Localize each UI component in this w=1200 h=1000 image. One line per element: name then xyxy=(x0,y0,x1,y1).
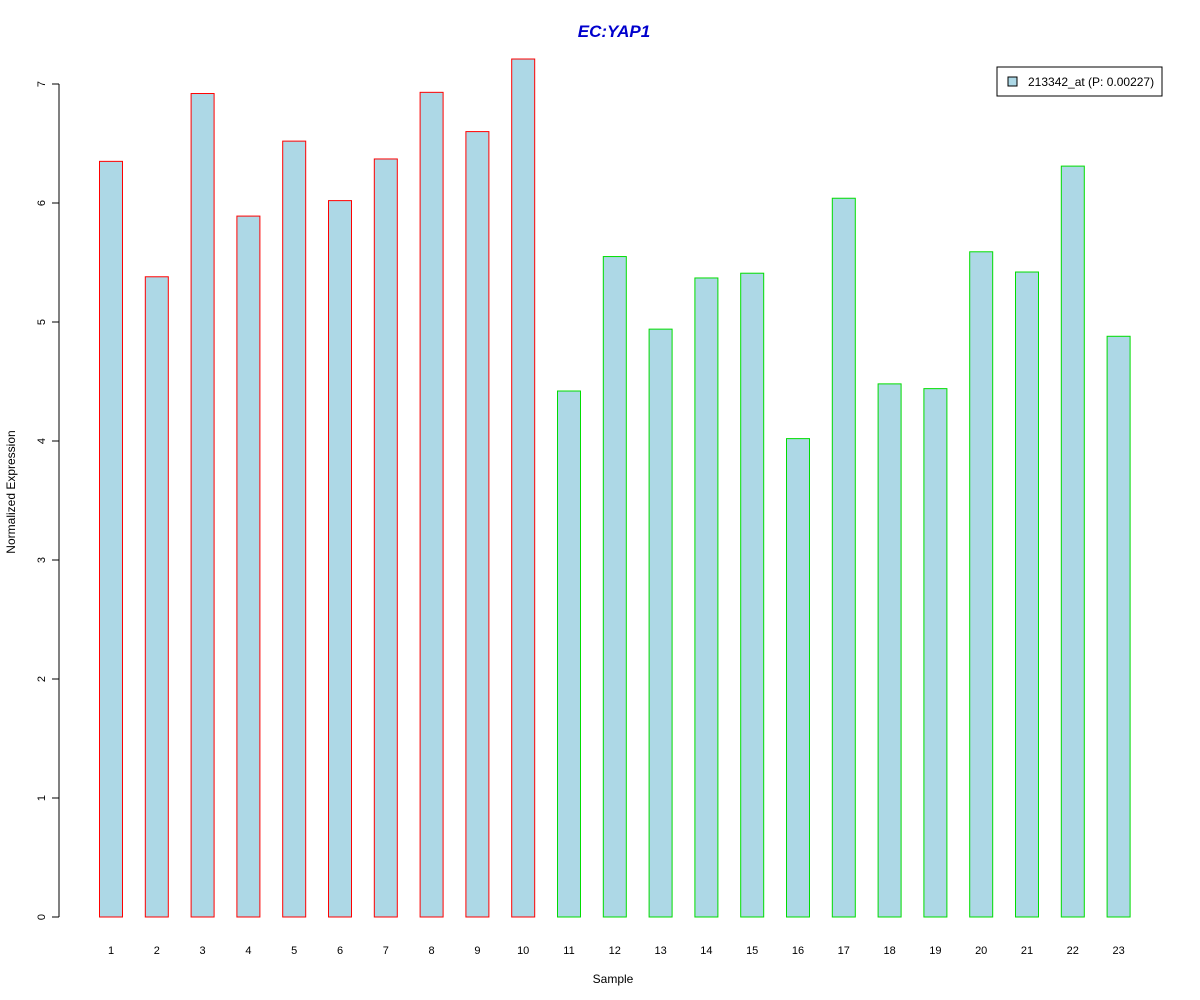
bar-sample-15 xyxy=(740,272,765,918)
chart-title: EC:YAP1 xyxy=(578,22,650,41)
bar-sample-14 xyxy=(694,277,719,918)
bar-sample-17 xyxy=(831,197,856,918)
x-tick-label: 5 xyxy=(291,945,297,957)
bar-sample-11 xyxy=(557,390,581,918)
bar-sample-7 xyxy=(373,158,398,918)
x-tick-label: 6 xyxy=(337,945,343,957)
bar-sample-23 xyxy=(1106,335,1131,918)
bar-sample-8 xyxy=(419,91,444,918)
y-tick-label: 1 xyxy=(36,795,48,801)
legend-label: 213342_at (P: 0.00227) xyxy=(1028,75,1154,89)
bars xyxy=(99,58,1131,918)
x-tick-label: 12 xyxy=(609,945,621,957)
legend: 213342_at (P: 0.00227) xyxy=(996,66,1163,97)
x-tick-label: 4 xyxy=(245,945,251,957)
legend-box xyxy=(996,66,1163,97)
bar-sample-2 xyxy=(144,276,169,918)
bar-sample-19 xyxy=(923,388,948,918)
bar-sample-20 xyxy=(969,251,994,918)
y-tick-label: 0 xyxy=(36,914,48,920)
x-tick-label: 19 xyxy=(929,945,941,957)
x-tick-label: 20 xyxy=(975,945,987,957)
y-tick-label: 6 xyxy=(36,200,48,206)
bar-sample-5 xyxy=(282,140,307,918)
x-tick-label: 18 xyxy=(883,945,895,957)
bar-sample-18 xyxy=(877,383,902,918)
bar-sample-3 xyxy=(190,93,215,918)
x-tick-label: 9 xyxy=(474,945,480,957)
x-tick-label: 7 xyxy=(383,945,389,957)
y-axis: 0 1 2 3 4 5 6 7 xyxy=(36,81,60,920)
x-tick-label: 3 xyxy=(200,945,206,957)
bar-sample-22 xyxy=(1060,165,1085,918)
bar-sample-9 xyxy=(465,131,490,918)
y-tick-label: 2 xyxy=(36,676,48,682)
x-tick-label: 17 xyxy=(838,945,850,957)
bar-sample-21 xyxy=(1015,271,1039,918)
x-tick-label: 10 xyxy=(517,945,529,957)
y-tick-label: 7 xyxy=(36,81,48,87)
x-tick-label: 23 xyxy=(1112,945,1124,957)
y-tick-label: 4 xyxy=(36,438,48,444)
bar-sample-13 xyxy=(648,328,673,918)
x-tick-label: 13 xyxy=(654,945,666,957)
bar-sample-10 xyxy=(511,58,536,918)
y-tick-label: 5 xyxy=(36,319,48,325)
bar-sample-12 xyxy=(602,256,627,918)
y-axis-label: Normalized Expression xyxy=(4,430,18,553)
y-tick-label: 3 xyxy=(36,557,48,563)
x-tick-label: 14 xyxy=(700,945,712,957)
x-tick-label: 11 xyxy=(563,945,574,957)
bar-sample-6 xyxy=(328,200,352,918)
x-tick-label: 2 xyxy=(154,945,160,957)
x-tick-label: 15 xyxy=(746,945,758,957)
bar-sample-16 xyxy=(786,438,810,918)
x-tick-label: 8 xyxy=(429,945,435,957)
bar-sample-4 xyxy=(236,215,261,918)
x-tick-labels: 1 2 3 4 5 6 7 8 9 10 11 12 13 14 15 16 17 18 19 20 21 22 23 xyxy=(108,945,1125,957)
x-tick-label: 21 xyxy=(1021,945,1033,957)
x-tick-label: 16 xyxy=(792,945,804,957)
x-axis-label: Sample xyxy=(593,972,634,986)
x-tick-label: 1 xyxy=(108,945,114,957)
bar-sample-1 xyxy=(99,160,123,918)
legend-swatch xyxy=(1007,76,1018,87)
x-tick-label: 22 xyxy=(1067,945,1079,957)
